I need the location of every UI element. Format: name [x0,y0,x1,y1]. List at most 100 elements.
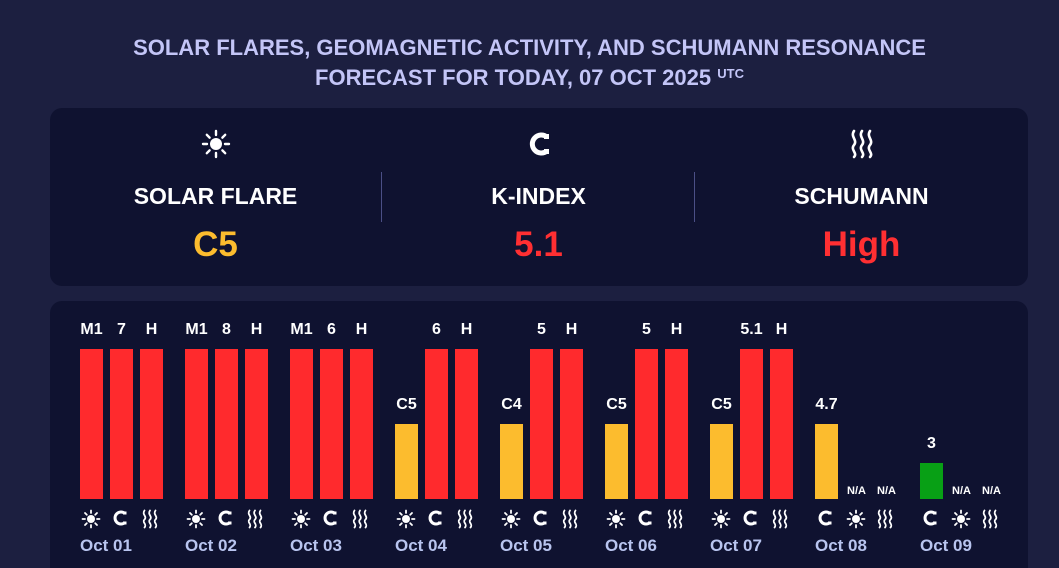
sun-icon [50,126,381,162]
solar-na-label: N/A [952,485,971,497]
sun-icon [396,509,418,529]
schumann-bar [455,349,478,499]
date-label: Oct 04 [395,536,447,555]
date-label: Oct 01 [80,536,132,555]
kindex-bar [425,349,448,499]
title-line-2: FORECAST FOR TODAY, 07 OCT 2025 UTC [0,63,1059,93]
summary-panel: SOLAR FLARE C5 K-INDEX 5.1 SCHUMANN [50,108,1028,286]
schumann-bar-label: H [670,321,683,338]
title-line-2-text: FORECAST FOR TODAY, 07 OCT 2025 [315,65,712,90]
magnet-icon [921,509,943,527]
kindex-bar [920,463,943,499]
waves-icon [771,509,793,529]
solar-bar [395,424,418,499]
solar-flare-value: C5 [193,225,238,264]
waves-icon [695,126,1028,162]
schumann-bar [350,349,373,499]
schumann-summary: SCHUMANN High [695,108,1028,286]
schumann-bar-label: H [460,321,473,338]
schumann-value: High [822,225,901,264]
magnet-icon [741,509,763,527]
sun-icon [81,509,103,529]
schumann-na-label: N/A [877,485,896,497]
waves-icon [561,509,583,529]
kindex-bar-label: 7 [117,321,126,338]
schumann-label: SCHUMANN [794,183,929,209]
divider [694,172,695,222]
kindex-bar [740,349,763,499]
k-index-summary: K-INDEX 5.1 [382,108,695,286]
utc-label: UTC [717,66,744,81]
solar-flare-summary: SOLAR FLARE C5 [50,108,381,286]
date-label: Oct 09 [920,536,972,555]
schumann-na-label: N/A [982,485,1001,497]
sun-icon [501,509,523,529]
kindex-bar [110,349,133,499]
date-label: Oct 05 [500,536,552,555]
kindex-bar-label: 3 [927,435,936,452]
waves-icon [666,509,688,529]
magnet-icon [216,509,238,527]
solar-na-label: N/A [847,485,866,497]
solar-bar-label: M1 [290,321,313,338]
waves-icon [456,509,478,529]
title-line-1: SOLAR FLARES, GEOMAGNETIC ACTIVITY, AND … [133,35,926,60]
schumann-bar-label: H [355,321,368,338]
date-label: Oct 07 [710,536,762,555]
waves-icon [246,509,268,529]
divider [381,172,382,222]
schumann-bar [665,349,688,499]
forecast-chart: H M1 7 H Oct 01 M1 8 H Oct 02 M1 6 H Oct 03 C5 6 H Oct 0… [50,301,1028,568]
schumann-bar [560,349,583,499]
solar-bar [710,424,733,499]
solar-bar-label: C4 [501,396,522,413]
kindex-bar-label: 4.7 [815,396,838,413]
kindex-bar [815,424,838,499]
kindex-bar-label: 8 [222,321,231,338]
sun-icon [951,509,973,529]
sun-icon [711,509,733,529]
magnet-icon [321,509,343,527]
kindex-bar [320,349,343,499]
magnet-icon [636,509,658,527]
schumann-bar [245,349,268,499]
solar-bar-label: C5 [396,396,417,413]
schumann-bar-label: H [565,321,578,338]
solar-bar [605,424,628,499]
k-index-value: 5.1 [514,225,563,264]
kindex-bar [530,349,553,499]
schumann-bar [770,349,793,499]
sun-icon [186,509,208,529]
date-label: Oct 03 [290,536,342,555]
waves-icon [351,509,373,529]
sun-icon [606,509,628,529]
magnet-icon [382,126,695,162]
solar-bar-label: M1 [185,321,208,338]
schumann-bar-label: H [775,321,788,338]
kindex-bar [215,349,238,499]
date-label: Oct 06 [605,536,657,555]
kindex-bar-label: 6 [432,321,441,338]
magnet-icon [426,509,448,527]
k-index-label: K-INDEX [491,183,586,209]
magnet-icon [531,509,553,527]
magnet-icon [111,509,133,527]
solar-bar-label: C5 [711,396,732,413]
kindex-bar-label: 5.1 [740,321,763,338]
solar-bar [185,349,208,499]
kindex-bar [635,349,658,499]
solar-bar [80,349,103,499]
page-title: SOLAR FLARES, GEOMAGNETIC ACTIVITY, AND … [0,33,1059,93]
date-label: Oct 02 [185,536,237,555]
kindex-bar-label: 5 [642,321,651,338]
schumann-bar-label: H [250,321,263,338]
schumann-bar [140,349,163,499]
sun-icon [846,509,868,529]
magnet-icon [816,509,838,527]
solar-bar [290,349,313,499]
waves-icon [876,509,898,529]
solar-bar [500,424,523,499]
waves-icon [141,509,163,529]
schumann-bar-label: H [145,321,158,338]
solar-bar-label: C5 [606,396,627,413]
